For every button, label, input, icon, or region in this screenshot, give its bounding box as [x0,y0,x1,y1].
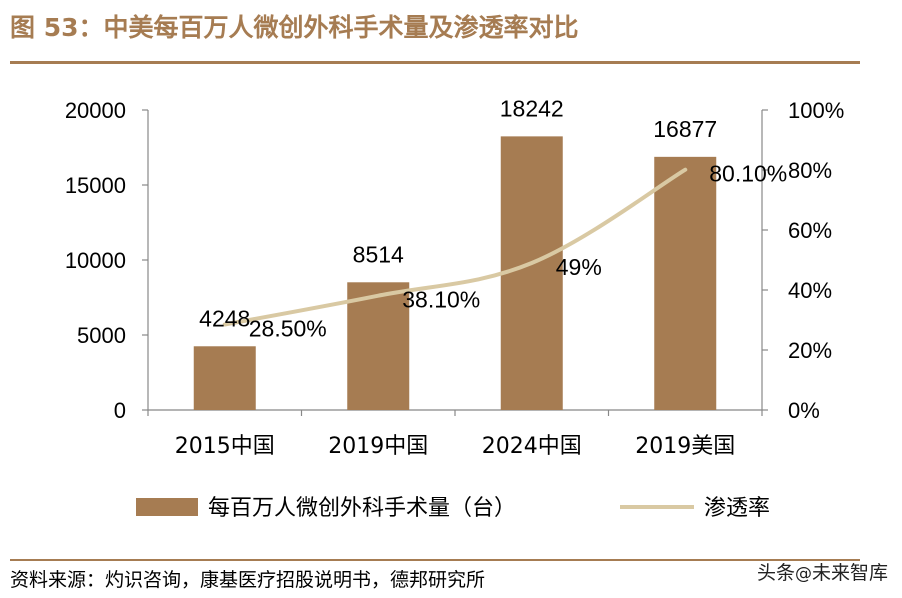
penetration-line [222,167,688,327]
legend-bar-swatch [136,498,198,516]
bar-value-label: 16877 [653,116,717,142]
line-value-label: 49% [556,254,602,280]
bar-series [193,136,717,410]
source-divider [10,559,860,561]
y-right-tick-label: 20% [788,338,832,363]
legend-bar-label: 每百万人微创外科手术量（台） [208,496,516,521]
title-divider [10,61,860,64]
chart-axes: 0 5000 10000 15000 20000 0% 20% 40% 60% 80% 100% 20… [65,98,844,459]
source-note: 资料来源：灼识咨询，康基医疗招股说明书，德邦研究所 [10,569,486,591]
line-value-label: 28.50% [249,316,327,342]
bar-value-label: 8514 [353,241,404,267]
bar [500,136,563,410]
watermark-name: 未来智库 [811,562,888,584]
chart-title: 图 53：中美每百万人微创外科手术量及渗透率对比 [10,13,579,42]
watermark-at: @ [794,564,812,584]
y-right-tick-label: 0% [788,398,820,423]
line-value-label: 38.10% [402,287,480,313]
y-right-tick-label: 60% [788,218,832,243]
watermark: 头条@未来智库 [757,558,888,585]
y-right-tick-label: 100% [788,98,844,123]
legend-line-label: 渗透率 [704,496,770,521]
x-tick-label: 2019中国 [328,434,428,459]
line-value-label: 80.10% [709,161,787,187]
bar-value-label: 4248 [199,305,250,331]
legend: 每百万人微创外科手术量（台） 渗透率 [136,496,770,521]
y-right-tick-label: 40% [788,278,832,303]
y-left-tick-label: 20000 [65,98,126,123]
x-tick-label: 2019美国 [635,434,735,459]
line-series [222,167,688,327]
bar [193,346,256,410]
y-left-tick-label: 0 [114,398,126,423]
data-labels: 4248 8514 18242 16877 28.50% 38.10% 49% 80.10% [199,95,787,341]
combo-chart: 0 5000 10000 15000 20000 0% 20% 40% 60% 80% 100% 20… [65,95,844,521]
y-left-tick-label: 5000 [77,323,126,348]
bar [654,156,717,410]
y-left-tick-label: 10000 [65,248,126,273]
x-tick-label: 2015中国 [175,434,275,459]
y-right-tick-label: 80% [788,158,832,183]
x-tick-label: 2024中国 [482,434,582,459]
watermark-prefix: 头条 [756,562,795,584]
bar [347,282,410,410]
bar-value-label: 18242 [500,95,564,121]
y-left-tick-label: 15000 [65,173,126,198]
